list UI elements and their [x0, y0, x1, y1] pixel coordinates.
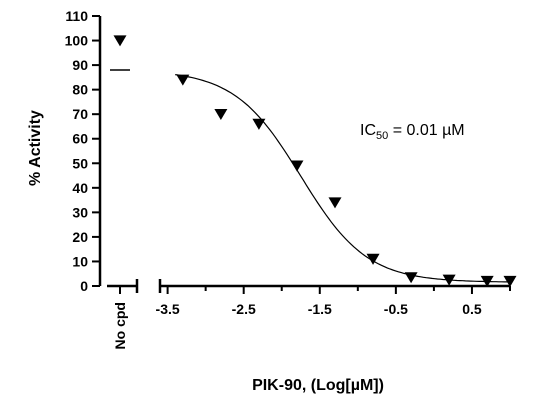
y-tick-label: 0: [80, 278, 88, 294]
data-point: [442, 274, 456, 286]
no-cpd-point: [113, 35, 127, 47]
y-tick-label: 110: [65, 8, 88, 24]
data-point: [480, 275, 494, 287]
x-tick-label: -2.5: [232, 301, 256, 317]
y-tick-label: 80: [72, 82, 88, 98]
points-layer: [113, 35, 517, 287]
data-point: [328, 197, 342, 209]
data-point: [366, 253, 380, 265]
data-point: [252, 118, 266, 130]
data-point: [290, 160, 304, 172]
ic50-annotation-prefix: IC: [360, 122, 376, 139]
y-tick-label: 50: [72, 155, 88, 171]
ic50-annotation: IC50 = 0.01 µM: [360, 122, 465, 142]
y-tick-label: 10: [72, 253, 88, 269]
data-point: [214, 108, 228, 121]
x-tick-label: -1.5: [308, 301, 332, 317]
data-point: [503, 275, 517, 287]
y-tick-label: 90: [72, 57, 88, 73]
x-axis-title: PIK-90, (Log[µM]): [252, 377, 384, 394]
no-cpd-label: No cpd: [112, 302, 128, 349]
data-point: [404, 272, 418, 284]
x-tick-label: -0.5: [384, 301, 408, 317]
ic50-annotation-subscript: 50: [376, 130, 388, 142]
y-tick-label: 100: [65, 33, 89, 49]
data-point: [176, 74, 190, 86]
y-tick-label: 20: [72, 229, 88, 245]
y-tick-label: 40: [72, 180, 88, 196]
x-tick-label: -3.5: [156, 301, 180, 317]
x-axis: -3.5 -2.5 -1.5 -0.5 0.5: [156, 279, 511, 317]
y-axis-title: % Activity: [27, 110, 44, 186]
ic50-annotation-suffix: = 0.01 µM: [388, 122, 464, 139]
y-tick-label: 70: [72, 106, 88, 122]
fit-curve: [175, 74, 510, 283]
y-tick-label: 60: [72, 131, 88, 147]
fit-layer: [110, 69, 510, 283]
y-axis: 0 10 20 30 40 50 60 70 80 90 100 110: [65, 8, 102, 294]
x-tick-label: 0.5: [462, 301, 482, 317]
y-tick-label: 30: [72, 204, 88, 220]
no-cpd-axis: No cpd: [107, 279, 139, 349]
